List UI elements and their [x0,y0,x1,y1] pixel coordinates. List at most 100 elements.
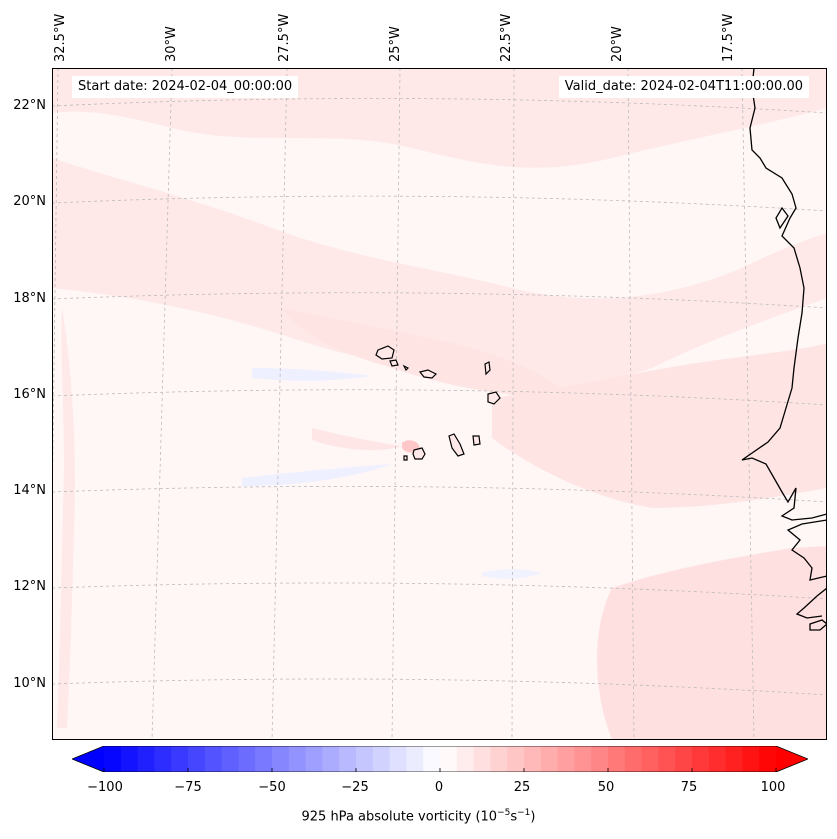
colorbar-segment [658,746,676,772]
island-santo-antao [375,345,395,360]
colorbar-tick-label: 0 [434,780,444,795]
colorbar-label: 925 hPa absolute vorticity (10−5s−1) [0,808,837,824]
colorbar-tick-label: 75 [680,780,698,795]
colorbar-label-close: ) [530,809,536,825]
colorbar-segment [742,746,760,772]
colorbar-segment [456,746,475,772]
gridline-lon-32-5w [52,68,59,546]
gridline-lat-14n [52,485,827,503]
vorticity-negative-region [252,368,372,381]
colorbar-segment [154,746,172,772]
colorbar-tick-label: 100 [760,780,786,795]
lat-label: 18°N [13,291,46,306]
vorticity-field [52,68,827,740]
colorbar-segment [591,746,609,772]
island-fogo [412,447,426,460]
gridline-lat-18n [52,292,827,309]
gridline-lon-17-5w [741,68,755,740]
vorticity-positive-region [597,546,827,740]
colorbar-segment [204,746,223,772]
vorticity-positive-region [52,158,827,392]
colorbar-label-exponent: −1 [517,808,531,818]
colorbar-tick-label: −50 [258,780,286,795]
island-brava [403,455,408,461]
colorbar-segment [641,746,659,772]
gridline-lat-10n [52,678,827,696]
colorbar-segment [305,746,323,772]
colorbar-segment [675,746,693,772]
colorbar-segment [440,746,458,772]
colorbar-segment [624,746,643,772]
colorbar-segment [759,746,777,772]
africa-coast [741,68,827,521]
lon-label: 30°W [164,26,179,62]
colorbar-segment [524,746,542,772]
vorticity-positive-region [57,308,75,728]
colorbar-segment [188,746,206,772]
start-date-label: Start date: 2024-02-04_00:00:00 [72,76,299,98]
lon-label: 27.5°W [277,13,292,62]
africa-coast [809,619,827,631]
colorbar-segment [171,746,189,772]
gridline-lon-30w [151,68,173,740]
colorbar-tick-label: −25 [341,780,369,795]
colorbar-segment [339,746,357,772]
lon-label: 22.5°W [499,13,514,62]
vorticity-negative-region [242,464,392,486]
vorticity-positive-region [492,343,827,508]
colorbar-extend-max [776,746,808,772]
gridline-lon-22-5w [511,68,515,740]
lat-label: 22°N [13,98,46,113]
vorticity-positive-region [312,428,402,451]
colorbar-segment [692,746,710,772]
colorbar-segment [120,746,139,772]
gridline-lat-12n [52,582,827,600]
island-sao-vicente [389,359,399,367]
colorbar-tick-label: 50 [597,780,615,795]
colorbar-segment [608,746,626,772]
cabo-verde-islands [375,345,501,461]
colorbar-segment [255,746,273,772]
colorbar-tick-label: −100 [87,780,123,795]
colorbar-label-unit: s [510,809,518,825]
island-sal [484,361,491,376]
lon-label: 32.5°W [53,13,68,62]
lat-label: 14°N [13,483,46,498]
colorbar-segment [507,746,525,772]
coastline [741,68,827,631]
island-boa-vista [487,391,501,405]
island-santiago [448,433,465,457]
africa-coast [786,519,827,581]
lon-label: 25°W [388,26,403,62]
colorbar-extend-min [72,746,104,772]
gridline-lon-25w [391,68,401,740]
colorbar-segment [322,746,340,772]
colorbar-label-text: 925 hPa absolute vorticity (10 [301,809,498,825]
vorticity-positive-region [282,308,572,398]
colorbar-segment [288,746,307,772]
lon-label: 17.5°W [721,13,736,62]
map-canvas [52,68,827,740]
colorbar-segment [708,746,727,772]
africa-coast [795,587,827,619]
gridline-lon-27-5w [271,68,288,740]
lat-label: 16°N [13,387,46,402]
gridline-lat-22n [52,98,827,114]
map-border [52,68,827,740]
colorbar-segment [356,746,374,772]
vorticity-negative-region [482,569,542,579]
colorbar-segment [406,746,424,772]
gridline-lat-20n [52,195,827,212]
island-sao-nicolau [418,369,438,379]
lat-label: 12°N [13,579,46,594]
colorbar-segment [557,746,575,772]
map-panel: Start date: 2024-02-04_00:00:00 Valid_da… [52,68,827,740]
colorbar-segment [725,746,743,772]
colorbar-segment [540,746,559,772]
colorbar-segment [272,746,290,772]
colorbar-tick-label: −75 [174,780,202,795]
colorbar-segment [574,746,592,772]
gridline-lon-20w [627,68,635,740]
colorbar-segment [423,746,441,772]
island-maio [472,435,481,446]
